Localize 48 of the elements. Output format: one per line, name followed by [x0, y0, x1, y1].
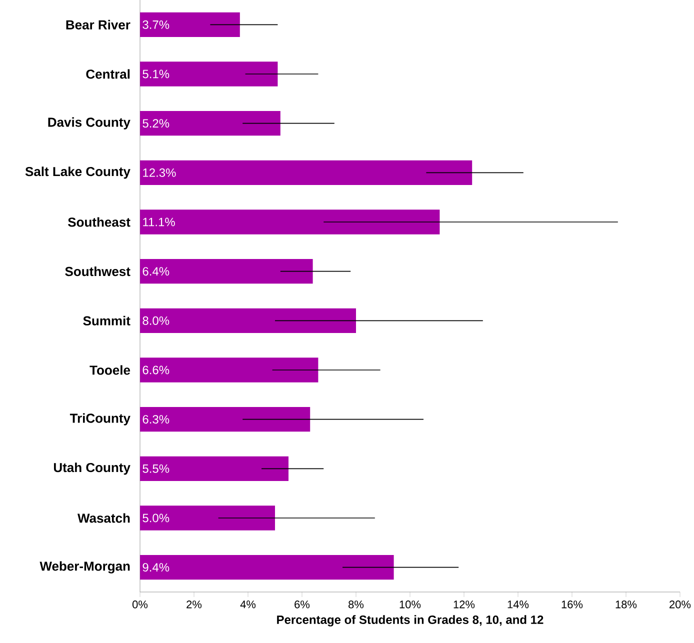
data-label: 8.0%	[142, 316, 170, 325]
x-tick-label: 20%	[670, 600, 691, 608]
bar	[140, 308, 356, 333]
bar	[140, 62, 278, 86]
data-label: 12.3%	[143, 168, 176, 177]
y-tick-label: TriCounty	[70, 413, 130, 426]
data-label: 6.4%	[142, 267, 170, 276]
bar	[140, 456, 289, 481]
x-tick-label: 12%	[454, 600, 475, 608]
bar	[140, 358, 318, 382]
x-tick-label: 4%	[240, 600, 256, 608]
y-tick-label: Weber-Morgan	[40, 561, 130, 574]
y-tick-label: Southeast	[68, 217, 130, 227]
x-tick-label: 0%	[132, 600, 148, 608]
data-label: 6.6%	[142, 366, 170, 374]
data-label: 9.4%	[142, 563, 170, 572]
x-tick-label: 2%	[186, 600, 202, 608]
y-tick-label: Wasatch	[78, 513, 130, 523]
x-tick-label: 14%	[508, 600, 529, 608]
x-tick-label: 18%	[616, 600, 637, 608]
bar	[140, 12, 240, 38]
bar	[140, 259, 313, 284]
data-label: 3.7%	[142, 20, 170, 29]
data-label: 11.1%	[143, 218, 175, 226]
bar	[140, 554, 394, 580]
bar	[140, 506, 275, 530]
bar	[140, 407, 310, 432]
bar	[140, 160, 472, 185]
x-tick-label: 8%	[348, 600, 364, 608]
y-tick-label: Bear River	[66, 20, 130, 30]
x-tick-label: 6%	[294, 600, 310, 608]
bar	[140, 111, 280, 136]
y-tick-label: Davis County	[48, 117, 130, 130]
data-label: 6.3%	[142, 415, 170, 424]
y-tick-label: Utah County	[54, 462, 130, 475]
x-axis-title: Percentage of Students in Grades 8, 10, and 12	[277, 615, 544, 626]
y-tick-label: Salt Lake County	[25, 166, 130, 179]
x-tick-label: 10%	[400, 600, 421, 608]
y-tick-label: Summit	[83, 316, 130, 326]
data-label: 5.5%	[142, 464, 170, 473]
data-label: 5.2%	[142, 119, 170, 128]
x-tick-label: 16%	[562, 600, 583, 608]
data-label: 5.0%	[142, 514, 170, 522]
y-tick-label: Southwest	[65, 266, 130, 276]
y-tick-label: Tooele	[90, 365, 130, 375]
y-tick-label: Central	[86, 69, 130, 79]
bar	[140, 210, 440, 234]
data-label: 5.1%	[142, 70, 170, 78]
